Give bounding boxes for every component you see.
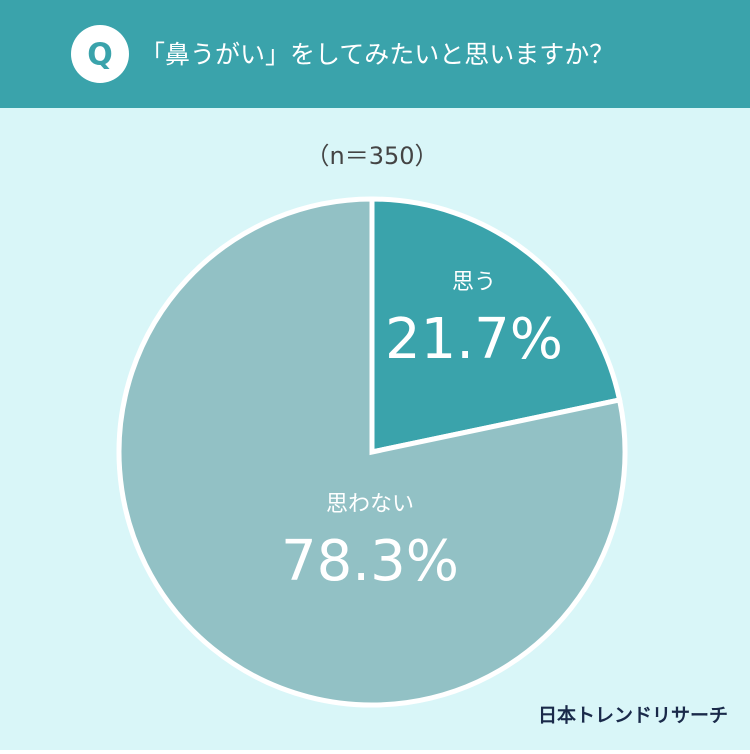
pie [116, 196, 628, 708]
slice-category: 思う [452, 270, 496, 295]
pie-slice [369, 196, 623, 456]
q-badge-text: Q [87, 38, 113, 73]
source-brand: 日本トレンドリサーチ [538, 704, 728, 727]
slice-value-label: 21.7% [385, 307, 563, 372]
slice-category: 思わない [326, 492, 414, 517]
q-badge [71, 25, 129, 83]
slice-value-label: 78.3% [281, 529, 459, 594]
sample-size: （n＝350） [305, 142, 438, 170]
pie-slice [116, 196, 628, 708]
chart-title: 「鼻うがい」をしてみたいと思いますか？ [140, 40, 614, 69]
